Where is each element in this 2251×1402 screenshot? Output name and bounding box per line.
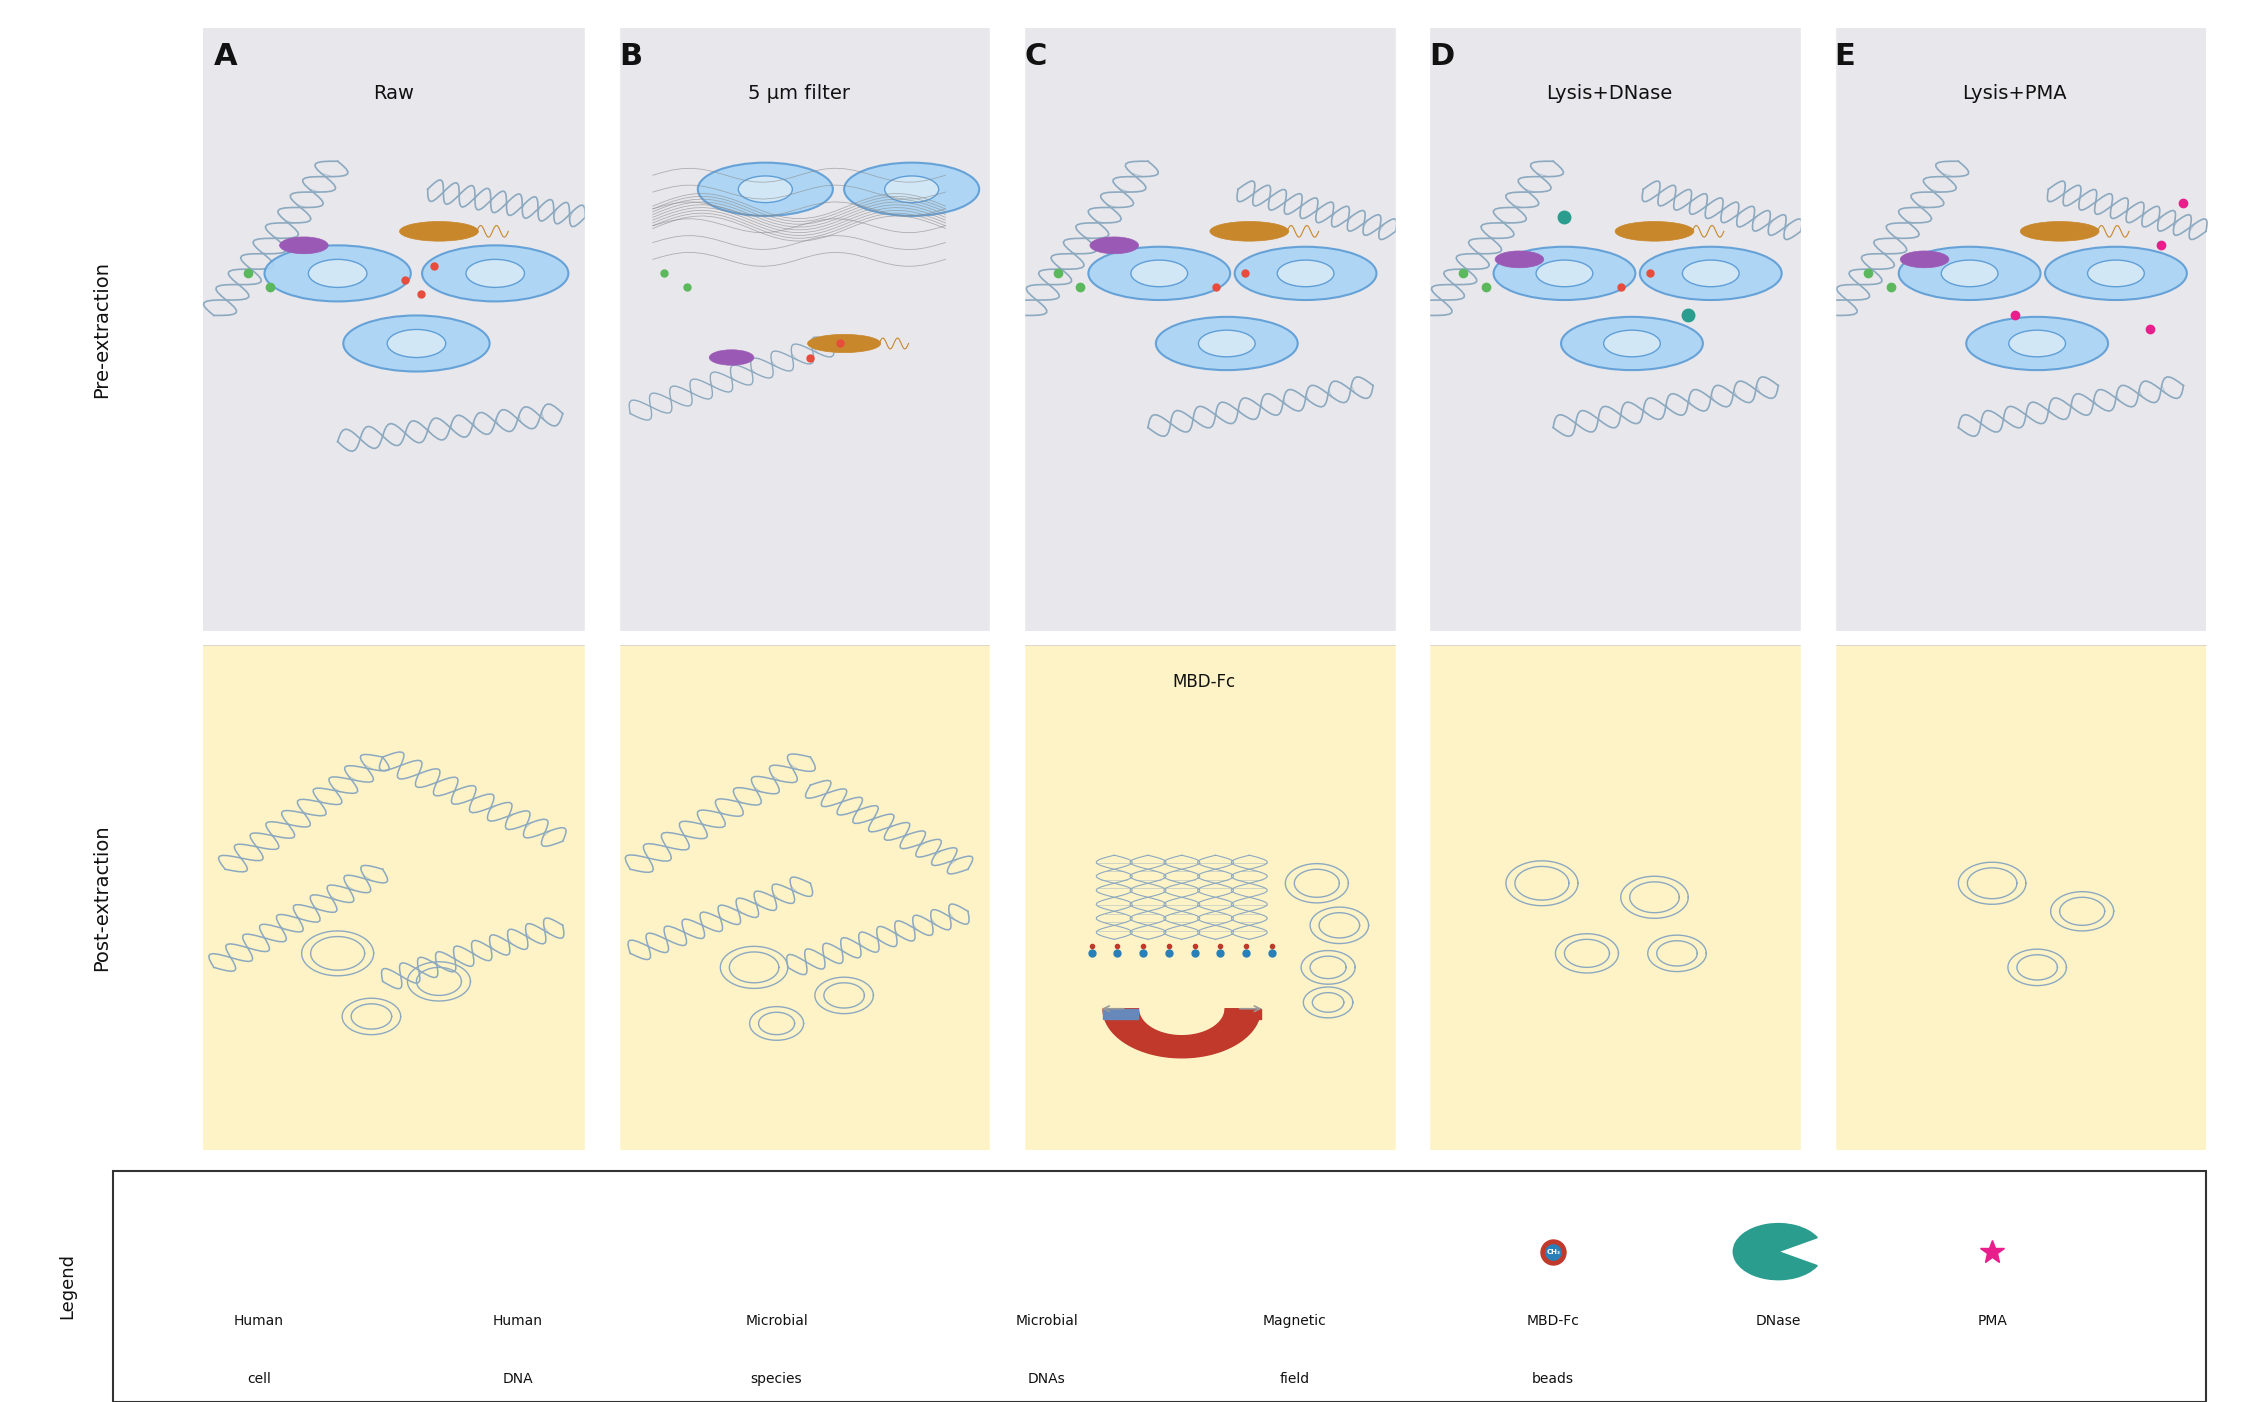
Ellipse shape xyxy=(1211,222,1288,241)
Text: Lysis+DNase: Lysis+DNase xyxy=(1546,84,1672,104)
Ellipse shape xyxy=(1603,331,1661,356)
Ellipse shape xyxy=(234,1239,284,1265)
Text: Pre-extraction: Pre-extraction xyxy=(92,261,110,398)
Text: B: B xyxy=(619,42,642,72)
Ellipse shape xyxy=(1614,222,1693,241)
Ellipse shape xyxy=(1198,331,1256,356)
Ellipse shape xyxy=(738,175,792,202)
Ellipse shape xyxy=(709,349,754,365)
FancyBboxPatch shape xyxy=(608,645,990,1150)
Text: Microbial: Microbial xyxy=(1015,1314,1078,1328)
Ellipse shape xyxy=(718,1244,768,1260)
Polygon shape xyxy=(1396,28,1429,1150)
Ellipse shape xyxy=(1898,247,2039,300)
Ellipse shape xyxy=(1130,259,1189,286)
Ellipse shape xyxy=(844,163,979,216)
Polygon shape xyxy=(585,28,619,1150)
Ellipse shape xyxy=(308,259,367,287)
Ellipse shape xyxy=(2008,331,2066,356)
Ellipse shape xyxy=(342,315,488,372)
Text: MBD-Fc: MBD-Fc xyxy=(1526,1314,1580,1328)
FancyBboxPatch shape xyxy=(1823,645,2206,1150)
Text: 5 μm filter: 5 μm filter xyxy=(747,84,851,104)
Text: field: field xyxy=(1279,1373,1310,1385)
Text: beads: beads xyxy=(1533,1373,1573,1385)
Ellipse shape xyxy=(2021,222,2098,241)
Ellipse shape xyxy=(421,245,567,301)
Ellipse shape xyxy=(2044,247,2188,300)
FancyBboxPatch shape xyxy=(1823,28,2206,631)
Ellipse shape xyxy=(885,175,939,202)
Ellipse shape xyxy=(2087,259,2145,286)
Ellipse shape xyxy=(1234,247,1378,300)
Ellipse shape xyxy=(1967,317,2107,370)
Ellipse shape xyxy=(752,1242,824,1260)
Ellipse shape xyxy=(1492,247,1634,300)
Ellipse shape xyxy=(1535,259,1594,286)
Ellipse shape xyxy=(263,245,410,301)
Text: E: E xyxy=(1835,42,1855,72)
Ellipse shape xyxy=(398,222,477,241)
Polygon shape xyxy=(1234,1241,1261,1248)
Ellipse shape xyxy=(279,237,329,254)
Text: Human: Human xyxy=(234,1314,284,1328)
Ellipse shape xyxy=(1089,237,1139,254)
FancyBboxPatch shape xyxy=(203,645,585,1150)
FancyBboxPatch shape xyxy=(1013,645,1396,1150)
FancyBboxPatch shape xyxy=(203,28,585,631)
Text: DNA: DNA xyxy=(502,1373,533,1385)
Ellipse shape xyxy=(808,334,880,353)
Ellipse shape xyxy=(698,163,833,216)
Polygon shape xyxy=(1225,1009,1261,1018)
FancyBboxPatch shape xyxy=(1418,645,1801,1150)
Text: Raw: Raw xyxy=(374,84,414,104)
Ellipse shape xyxy=(1639,247,1783,300)
Text: C: C xyxy=(1024,42,1047,72)
FancyBboxPatch shape xyxy=(608,28,990,631)
FancyBboxPatch shape xyxy=(1418,28,1801,631)
Text: Microbial: Microbial xyxy=(745,1314,808,1328)
Ellipse shape xyxy=(1560,317,1702,370)
Text: DNase: DNase xyxy=(1756,1314,1801,1328)
Ellipse shape xyxy=(1089,247,1229,300)
Ellipse shape xyxy=(1940,259,1999,286)
Text: Human: Human xyxy=(493,1314,542,1328)
Text: A: A xyxy=(214,42,236,72)
Text: Lysis+PMA: Lysis+PMA xyxy=(1963,84,2066,104)
Text: DNAs: DNAs xyxy=(1029,1373,1065,1385)
Ellipse shape xyxy=(1276,259,1335,286)
Ellipse shape xyxy=(1900,251,1949,268)
Polygon shape xyxy=(1103,1009,1139,1018)
Ellipse shape xyxy=(466,259,524,287)
Ellipse shape xyxy=(1495,251,1544,268)
Text: D: D xyxy=(1429,42,1454,72)
Ellipse shape xyxy=(1681,259,1740,286)
Polygon shape xyxy=(1103,1009,1261,1057)
FancyBboxPatch shape xyxy=(113,1171,2206,1402)
Text: Post-extraction: Post-extraction xyxy=(92,824,110,970)
Text: species: species xyxy=(752,1373,801,1385)
Text: Legend: Legend xyxy=(59,1253,77,1319)
Text: MBD-Fc: MBD-Fc xyxy=(1173,673,1236,691)
Ellipse shape xyxy=(196,1227,322,1276)
Ellipse shape xyxy=(387,329,446,358)
FancyBboxPatch shape xyxy=(1013,28,1396,631)
Polygon shape xyxy=(1234,1241,1355,1279)
Polygon shape xyxy=(990,28,1024,1150)
Polygon shape xyxy=(1328,1241,1355,1248)
Text: Magnetic: Magnetic xyxy=(1263,1314,1326,1328)
Wedge shape xyxy=(1733,1224,1817,1280)
Ellipse shape xyxy=(1157,317,1297,370)
Polygon shape xyxy=(1801,28,1835,1150)
Text: cell: cell xyxy=(248,1373,270,1385)
Text: CH₃: CH₃ xyxy=(1546,1249,1560,1255)
Text: PMA: PMA xyxy=(1976,1314,2008,1328)
